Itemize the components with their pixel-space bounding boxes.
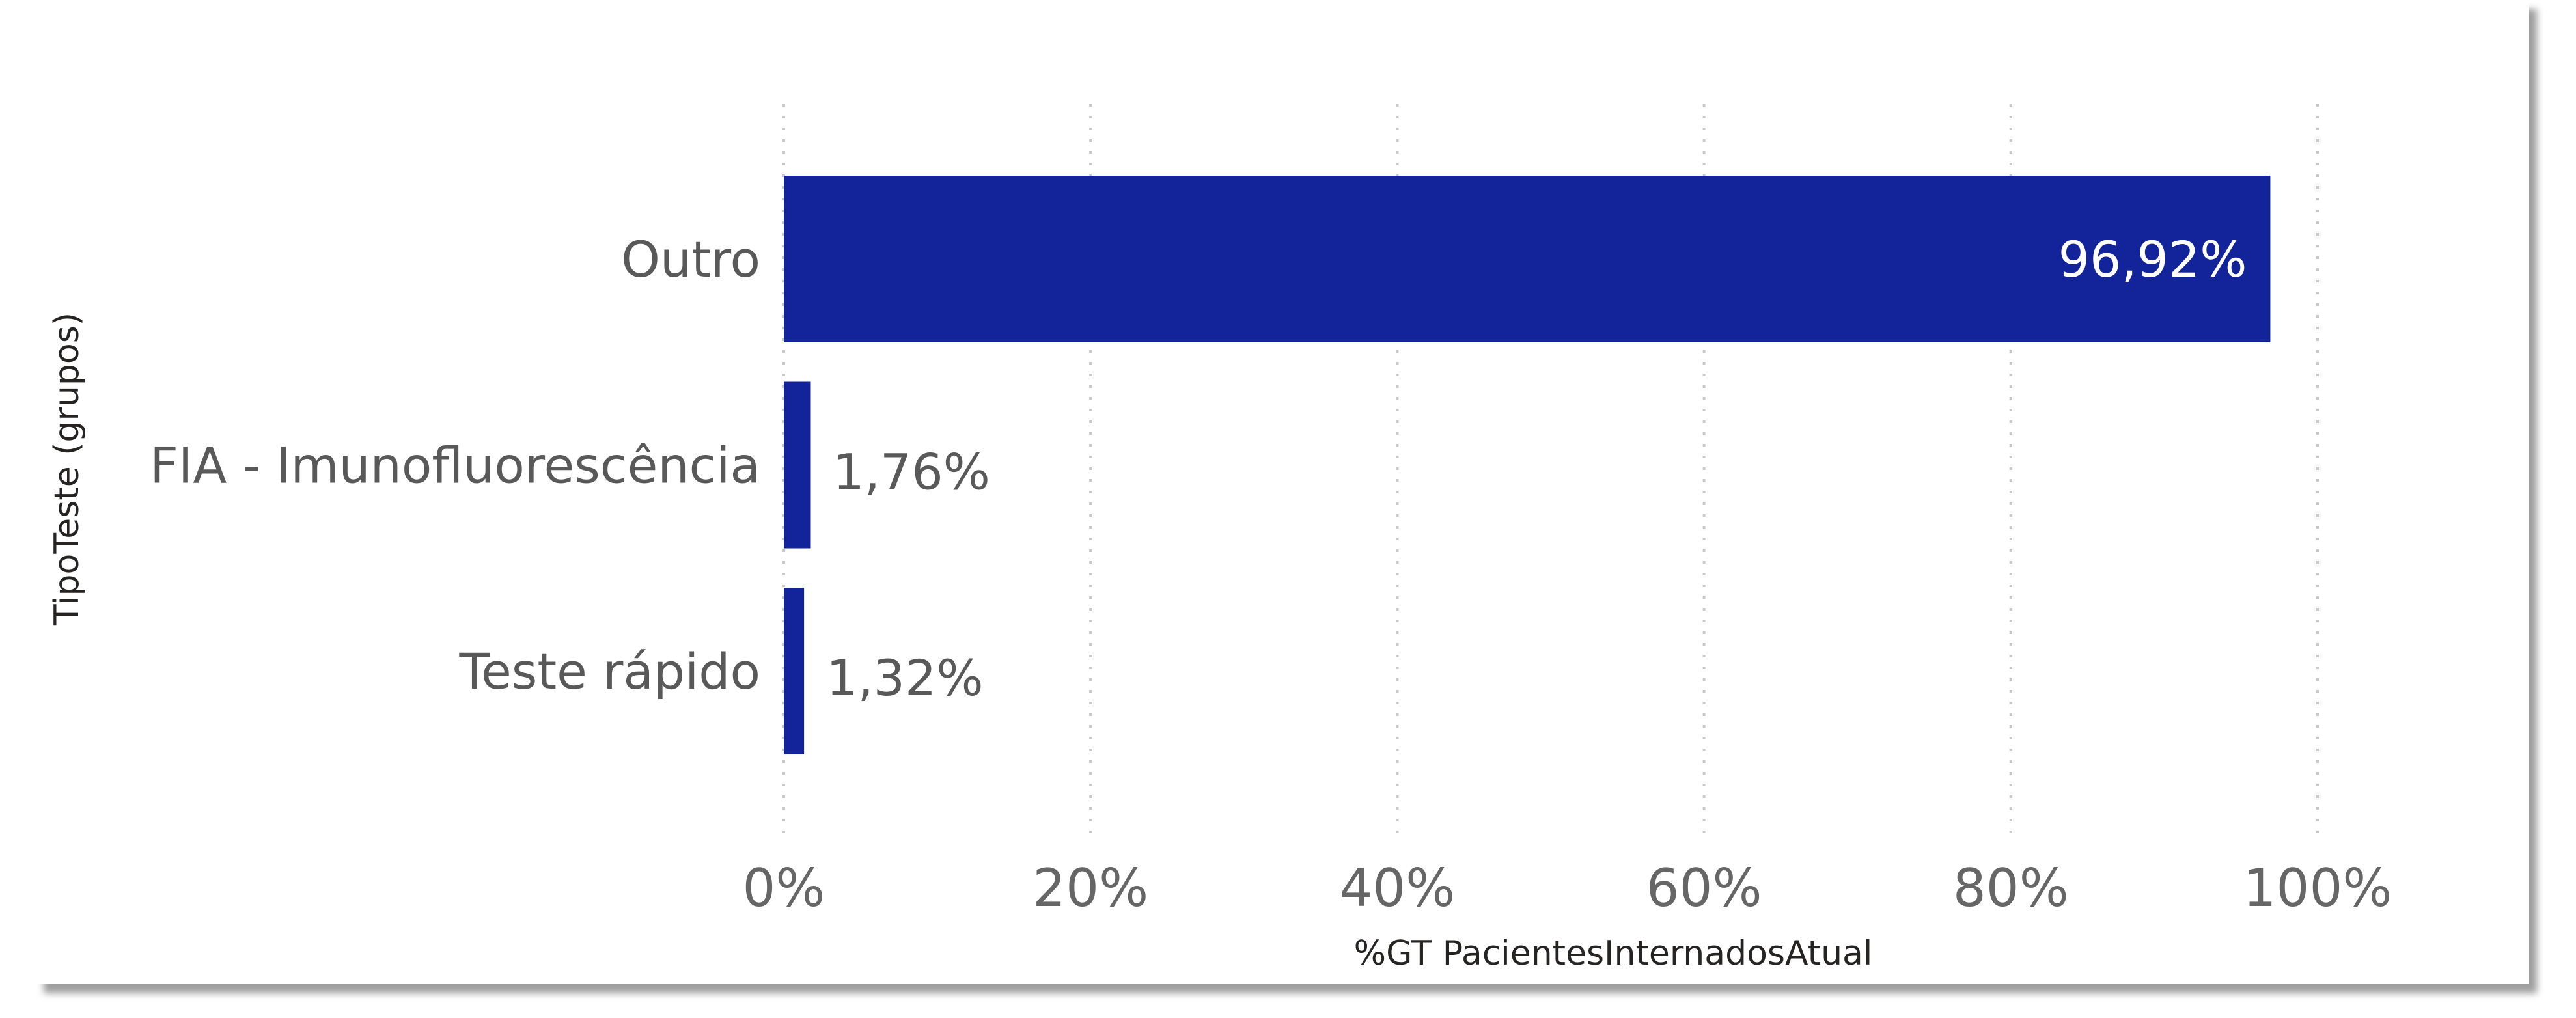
data-labels: 96,92% 1,76% 1,32%	[826, 230, 2247, 707]
data-label: 1,32%	[826, 649, 983, 707]
x-tick-label: 0%	[743, 858, 825, 918]
data-label: 1,76%	[833, 443, 990, 501]
bar[interactable]	[784, 588, 805, 754]
x-tick-label: 100%	[2243, 858, 2392, 918]
x-axis-title: %GT PacientesInternadosAtual	[1354, 934, 1873, 973]
x-tick-label: 20%	[1032, 858, 1148, 918]
x-tick-label: 60%	[1646, 858, 1762, 918]
x-tick-label: 80%	[1953, 858, 2069, 918]
y-axis-title: TipoTeste (grupos)	[48, 312, 87, 626]
category-label: FIA - Imunofluorescência	[150, 437, 760, 495]
data-label: 96,92%	[2058, 230, 2247, 288]
visual-card	[36, 0, 2529, 984]
bar[interactable]	[784, 176, 2271, 342]
bar[interactable]	[784, 381, 811, 549]
bars	[784, 176, 2271, 754]
category-label: Outro	[621, 230, 760, 288]
category-labels: Outro FIA - Imunofluorescência Teste rápid…	[150, 230, 760, 700]
x-tick-label: 40%	[1339, 858, 1455, 918]
x-tick-labels: 0% 20% 40% 60% 80% 100%	[743, 858, 2392, 918]
category-label: Teste rápido	[459, 642, 761, 700]
